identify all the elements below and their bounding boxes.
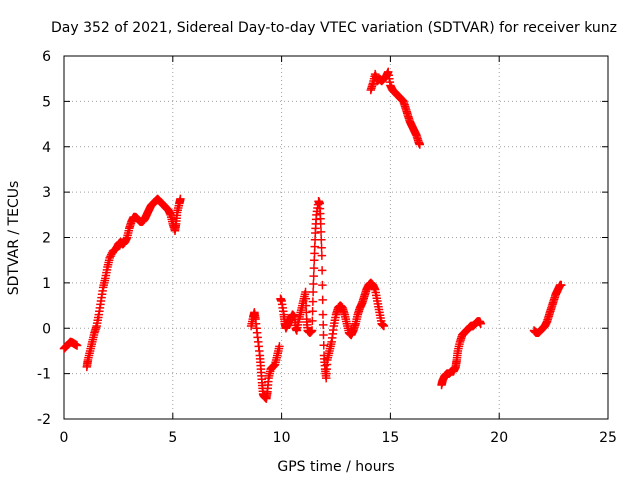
- data-point: [318, 280, 327, 290]
- data-point: [308, 306, 317, 316]
- data-point: [415, 140, 425, 149]
- data-point: [309, 263, 319, 273]
- y-tick-label: 5: [42, 94, 51, 110]
- data-segment: [366, 67, 425, 149]
- data-point: [318, 320, 328, 330]
- data-point: [308, 316, 317, 326]
- y-tick-label: 0: [42, 321, 51, 337]
- data-point: [556, 280, 566, 290]
- x-tick-label: 10: [273, 430, 291, 446]
- data-segment: [246, 308, 284, 403]
- y-tick-label: 2: [42, 231, 51, 247]
- data-point: [318, 310, 328, 319]
- data-point: [319, 330, 328, 340]
- data-point: [307, 326, 317, 335]
- data-point: [317, 235, 326, 245]
- data-point: [318, 295, 327, 305]
- x-tick-label: 5: [168, 430, 177, 446]
- data-point: [309, 279, 318, 289]
- y-tick-label: 3: [42, 185, 51, 201]
- data-segment: [276, 196, 389, 383]
- data-point: [310, 249, 319, 258]
- data-point: [302, 308, 311, 317]
- chart-title: Day 352 of 2021, Sidereal Day-to-day VTE…: [51, 20, 617, 36]
- data-point: [317, 251, 327, 260]
- data-point: [316, 227, 326, 237]
- data-points: [59, 67, 566, 403]
- data-point: [309, 255, 319, 265]
- data-point: [301, 294, 311, 304]
- y-axis-label: SDTVAR / TECUs: [6, 181, 22, 296]
- y-tick-label: 1: [42, 276, 51, 292]
- data-segment: [529, 280, 566, 338]
- data-segment: [82, 194, 185, 372]
- data-point: [301, 287, 310, 297]
- data-segment: [437, 317, 485, 390]
- data-point: [476, 319, 485, 328]
- data-point: [310, 242, 320, 251]
- data-point: [308, 287, 318, 297]
- data-point: [317, 266, 327, 275]
- axis-ticks: [63, 55, 609, 420]
- x-tick-label: 15: [381, 430, 399, 446]
- data-segment: [59, 337, 82, 353]
- grid-lines: [64, 56, 608, 419]
- data-point: [316, 219, 326, 229]
- data-point: [301, 301, 311, 310]
- data-point: [275, 342, 284, 351]
- data-point: [319, 341, 329, 350]
- y-tick-label: -2: [37, 412, 51, 428]
- data-point: [317, 243, 326, 252]
- x-tick-label: 0: [60, 430, 69, 446]
- data-point: [308, 297, 318, 306]
- x-tick-label: 25: [599, 430, 617, 446]
- data-point: [309, 271, 318, 281]
- y-tick-label: 6: [42, 49, 51, 65]
- x-axis-label: GPS time / hours: [277, 459, 394, 475]
- data-point: [72, 341, 82, 350]
- x-tick-label: 20: [490, 430, 508, 446]
- y-tick-label: 4: [42, 140, 51, 156]
- y-tick-label: -1: [37, 367, 51, 383]
- data-point: [176, 194, 185, 204]
- data-point: [379, 321, 389, 331]
